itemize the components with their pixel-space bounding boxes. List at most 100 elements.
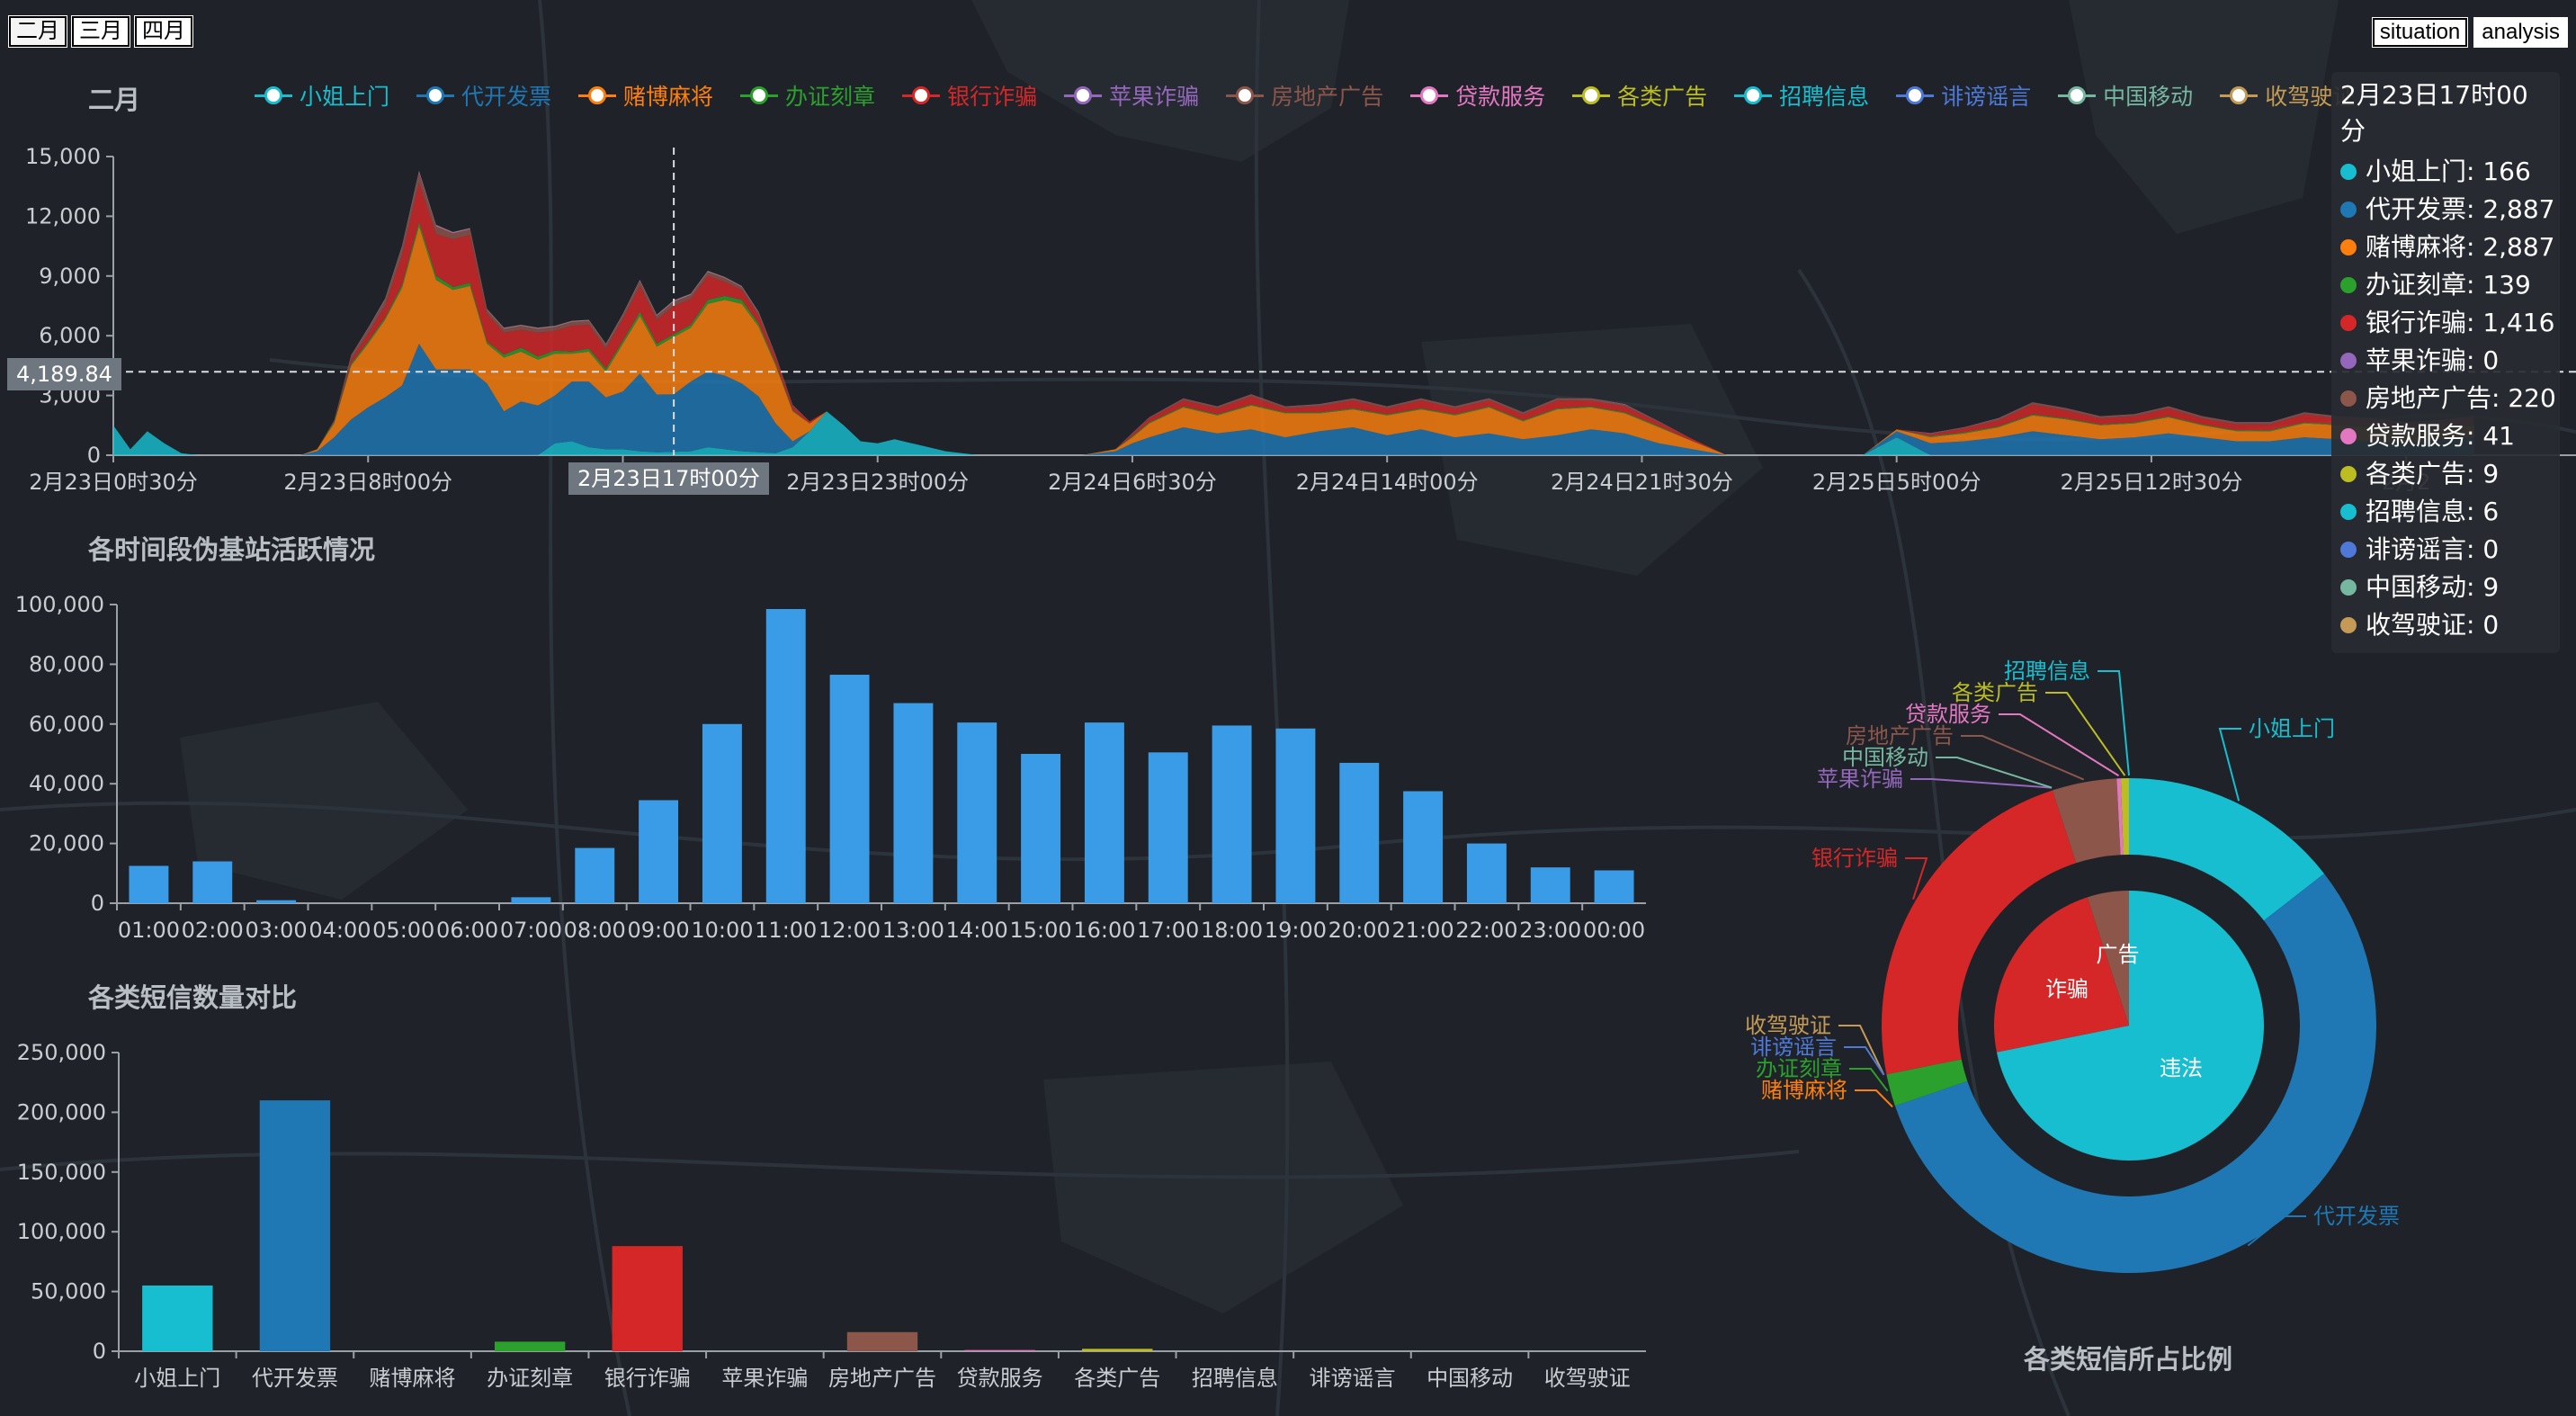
bar[interactable]	[1148, 752, 1188, 903]
legend-marker-icon	[1734, 85, 1773, 106]
leader-line	[2097, 670, 2130, 776]
bar[interactable]	[964, 1349, 1035, 1351]
inner-slice-label: 违法	[2160, 1056, 2203, 1081]
bar[interactable]	[957, 722, 997, 903]
outer-slice[interactable]	[2053, 790, 2077, 864]
legend-item[interactable]: 诽谤谣言	[1896, 79, 2031, 112]
x-tick-label: 小姐上门	[134, 1366, 220, 1391]
leader-line	[1838, 1025, 1885, 1076]
y-tick-label: 0	[91, 891, 104, 916]
bar[interactable]	[846, 1331, 918, 1351]
outer-slice[interactable]	[2129, 778, 2325, 921]
outer-slice[interactable]	[2120, 778, 2129, 856]
area-series-小姐上门	[113, 411, 2474, 455]
category-bar-chart: 0 50,000 100,000 150,000 200,000 250,000 小姐上门 代…	[17, 1040, 1646, 1391]
bar[interactable]	[1594, 870, 1634, 903]
bar[interactable]	[702, 723, 742, 903]
bar[interactable]	[575, 847, 615, 903]
tooltip-row: 各类广告: 9	[2340, 455, 2551, 493]
bar[interactable]	[1530, 867, 1570, 903]
outer-slice-label: 银行诈骗	[1811, 846, 1898, 871]
x-tick-label: 招聘信息	[1192, 1366, 1278, 1391]
y-tick-label: 40,000	[29, 771, 104, 796]
tooltip-row: 房地产广告: 220	[2340, 380, 2556, 417]
inner-slice[interactable]	[1994, 897, 2129, 1053]
bar[interactable]	[511, 897, 551, 903]
legend-item[interactable]: 赌博麻将	[578, 79, 713, 112]
bar[interactable]	[829, 675, 870, 903]
bar[interactable]	[1339, 762, 1380, 903]
outer-slice[interactable]	[2116, 778, 2124, 856]
leader-line	[2247, 1215, 2306, 1247]
legend-item[interactable]: 银行诈骗	[902, 79, 1037, 112]
x-tick-label: 17:00	[1137, 918, 1199, 943]
legend-item[interactable]: 招聘信息	[1734, 79, 1869, 112]
outer-slice[interactable]	[1886, 1059, 1968, 1107]
x-tick-label: 09:00	[627, 918, 689, 943]
outer-slice[interactable]	[1894, 874, 2376, 1273]
tooltip-row-text: 苹果诈骗: 0	[2366, 345, 2500, 375]
bar[interactable]	[1082, 1349, 1153, 1351]
bar[interactable]	[259, 1100, 331, 1351]
x-tick-label: 诽谤谣言	[1309, 1366, 1395, 1391]
x-tick-label: 04:00	[309, 918, 371, 943]
leader-line	[1999, 713, 2120, 777]
legend-item[interactable]: 房地产广告	[1226, 79, 1383, 112]
outer-slice[interactable]	[2053, 790, 2077, 864]
legend-marker-icon	[740, 85, 779, 106]
inner-slice[interactable]	[2087, 891, 2129, 1026]
series-dot-icon	[2340, 390, 2357, 407]
outer-slice-label: 中国移动	[1842, 745, 1928, 770]
outer-slice-label: 招聘信息	[2004, 659, 2090, 684]
series-dot-icon	[2340, 277, 2357, 293]
bar[interactable]	[612, 1246, 683, 1351]
bar[interactable]	[256, 900, 297, 903]
month-button-apr[interactable]: 四月	[134, 15, 193, 48]
bar[interactable]	[142, 1285, 213, 1351]
tooltip-row-text: 诽谤谣言: 0	[2366, 534, 2500, 564]
bar[interactable]	[1275, 728, 1316, 903]
bar[interactable]	[1466, 843, 1507, 903]
bar[interactable]	[1403, 791, 1444, 904]
tooltip-row: 小姐上门: 166	[2340, 153, 2551, 191]
bar[interactable]	[1084, 722, 1124, 903]
outer-slice[interactable]	[1882, 790, 2077, 1075]
bar[interactable]	[765, 608, 806, 903]
hourly-bar-chart: 0 20,000 40,000 60,000 80,000 100,000 01:00 02:…	[15, 592, 1646, 943]
bar[interactable]	[1021, 754, 1061, 903]
analysis-button[interactable]: analysis	[2473, 17, 2568, 48]
outer-slice[interactable]	[1886, 1059, 1962, 1075]
bar[interactable]	[1212, 725, 1252, 903]
bar[interactable]	[494, 1341, 566, 1351]
outer-slice[interactable]	[1886, 1059, 1962, 1075]
area-chart-legend: 小姐上门 代开发票 赌博麻将 办证刻章 银行诈骗 苹果诈骗 房地产广告 贷款服务 各类广告 招聘信…	[255, 79, 2355, 112]
legend-item[interactable]: 中国移动	[2058, 79, 2193, 112]
x-tick-label: 2月23日8时00分	[283, 470, 452, 495]
x-tick-label: 12:00	[818, 918, 881, 943]
crosshair-y-label: 4,189.84	[7, 358, 121, 390]
leader-line	[1936, 757, 2053, 789]
situation-button[interactable]: situation	[2371, 17, 2469, 48]
bar[interactable]	[192, 861, 233, 903]
bar[interactable]	[639, 800, 679, 903]
legend-item[interactable]: 办证刻章	[740, 79, 875, 112]
series-dot-icon	[2340, 239, 2357, 255]
inner-slice[interactable]	[1996, 891, 2264, 1161]
x-tick-label: 2月24日6时30分	[1048, 470, 1217, 495]
month-button-feb[interactable]: 二月	[8, 15, 67, 48]
bar[interactable]	[893, 703, 934, 903]
outer-slice[interactable]	[2053, 778, 2121, 864]
legend-item[interactable]: 苹果诈骗	[1064, 79, 1199, 112]
tooltip-row: 中国移动: 9	[2340, 569, 2551, 606]
inner-slice-label: 广告	[2096, 942, 2139, 967]
y-tick-label: 100,000	[15, 592, 104, 617]
legend-item[interactable]: 小姐上门	[255, 79, 389, 112]
legend-item[interactable]: 各类广告	[1572, 79, 1707, 112]
bar[interactable]	[129, 865, 169, 904]
outer-slice[interactable]	[1894, 1080, 1968, 1107]
legend-label: 办证刻章	[785, 84, 876, 110]
month-button-mar[interactable]: 三月	[71, 15, 130, 48]
legend-item[interactable]: 代开发票	[416, 79, 551, 112]
legend-item[interactable]: 贷款服务	[1410, 79, 1545, 112]
tooltip-row-text: 贷款服务: 41	[2366, 421, 2515, 451]
